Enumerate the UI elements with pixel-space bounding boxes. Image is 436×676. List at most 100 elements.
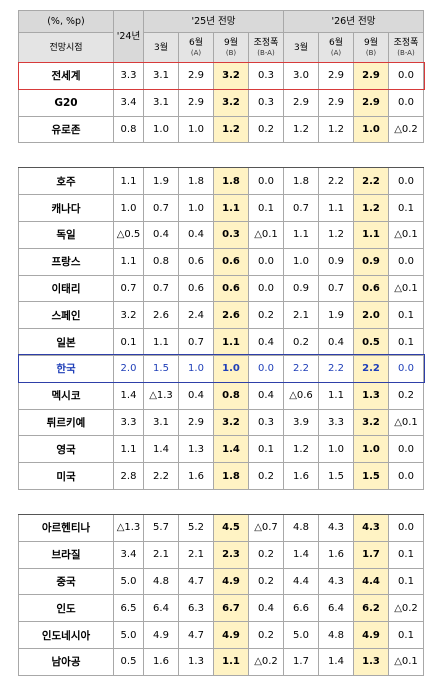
subheader-25-0: 3월 [143,32,179,63]
value-cell: 0.6 [213,247,249,276]
value-cell: 3.0 [283,62,319,90]
value-cell: 4.7 [178,567,214,596]
value-cell: 0.6 [353,274,389,303]
value-cell: 0.0 [248,247,284,276]
value-cell: 0.3 [248,62,284,90]
value-cell: △0.1 [388,647,424,676]
value-cell: 3.2 [213,88,249,117]
value-cell: △1.3 [143,381,179,410]
country-name: 남아공 [18,647,114,676]
value-cell: 1.0 [178,194,214,222]
value-cell: 2.2 [353,167,389,196]
value-cell: 2.0 [353,301,389,330]
value-cell: 5.2 [178,513,214,542]
value-cell: 1.1 [113,247,144,276]
value-cell: 0.4 [143,220,179,249]
value-cell: 1.1 [113,435,144,464]
country-name: 중국 [18,567,114,596]
value-cell: 2.9 [353,62,389,90]
value-cell: 4.7 [178,621,214,649]
subheader-26-0: 3월 [283,32,319,63]
value-cell: 1.1 [318,381,354,410]
value-cell: 0.1 [388,301,424,330]
value-cell: 0.1 [248,435,284,464]
country-name: 아르헨티나 [18,513,114,542]
value-cell: 2.2 [318,167,354,196]
value-cell: 0.2 [248,567,284,596]
value-cell: 1.1 [213,328,249,356]
value-cell: 0.9 [353,247,389,276]
value-cell: 1.1 [113,167,144,196]
value-cell: 0.1 [248,194,284,222]
value-cell: 0.6 [178,247,214,276]
value-cell: 2.0 [113,354,144,383]
value-cell: △0.2 [388,115,424,144]
country-name: 한국 [18,354,114,383]
value-cell: 0.2 [388,381,424,410]
country-name: 전세계 [18,62,114,90]
table-row: 영국 1.1 1.4 1.3 1.4 0.1 1.2 1.0 1.0 0.0 [18,435,424,464]
value-cell: △0.5 [113,220,144,249]
value-cell: 0.2 [248,540,284,569]
value-cell: 2.4 [178,301,214,330]
country-name: 영국 [18,435,114,464]
value-cell: 1.8 [283,167,319,196]
value-cell: 0.0 [388,354,424,383]
subheader-sub: (B-A) [257,48,275,57]
subheader-26-1: 6월 (A) [318,32,354,63]
table-row: 한국 2.0 1.5 1.0 1.0 0.0 2.2 2.2 2.2 0.0 [18,354,424,383]
value-cell: 3.9 [283,408,319,437]
value-cell: 1.9 [318,301,354,330]
country-name: 유로존 [18,115,114,144]
subheader-25-2: 9월 (B) [213,32,249,63]
forecast-time-label: 전망시점 [18,32,114,63]
value-cell: 4.9 [213,621,249,649]
value-cell: 1.5 [318,462,354,490]
value-cell: 1.6 [178,462,214,490]
value-cell: 3.1 [143,408,179,437]
value-cell: 1.3 [353,381,389,410]
value-cell: 1.2 [353,194,389,222]
unit-label: (%, %p) [18,10,114,33]
value-cell: 2.2 [353,354,389,383]
value-cell: 3.2 [213,408,249,437]
value-cell: 6.3 [178,594,214,623]
value-cell: 1.8 [213,462,249,490]
value-cell: 2.6 [143,301,179,330]
value-cell: 1.1 [143,328,179,356]
country-name: 스페인 [18,301,114,330]
value-cell: 1.2 [283,435,319,464]
subheader-26-2: 9월 (B) [353,32,389,63]
group-separator [18,488,424,515]
value-cell: 4.9 [353,621,389,649]
value-cell: 3.3 [318,408,354,437]
value-cell: 0.4 [248,594,284,623]
country-name: 브라질 [18,540,114,569]
value-cell: 0.0 [388,435,424,464]
value-cell: 2.1 [143,540,179,569]
table-row: 인도네시아 5.0 4.9 4.7 4.9 0.2 5.0 4.8 4.9 0.1 [18,621,424,649]
value-cell: 4.9 [143,621,179,649]
value-cell: 4.3 [318,567,354,596]
value-cell: 0.3 [248,408,284,437]
value-cell: 5.0 [113,567,144,596]
value-cell: 2.9 [283,88,319,117]
value-cell: 1.6 [318,540,354,569]
value-cell: 1.1 [318,194,354,222]
subheader-main: 조정폭 [253,37,279,48]
table-row: 브라질 3.4 2.1 2.1 2.3 0.2 1.4 1.6 1.7 0.1 [18,540,424,569]
value-cell: 2.1 [283,301,319,330]
subheader-main: 3월 [293,42,308,53]
value-cell: 0.0 [388,513,424,542]
value-cell: △0.7 [248,513,284,542]
value-cell: 1.4 [113,381,144,410]
value-cell: 1.4 [213,435,249,464]
value-cell: △0.1 [388,220,424,249]
value-cell: 0.7 [283,194,319,222]
country-name: 독일 [18,220,114,249]
value-cell: 1.2 [213,115,249,144]
forecast-2025-header: '25년 전망 [143,10,284,33]
table-row: 스페인 3.2 2.6 2.4 2.6 0.2 2.1 1.9 2.0 0.1 [18,301,424,330]
value-cell: 0.7 [113,274,144,303]
value-cell: 0.0 [248,354,284,383]
